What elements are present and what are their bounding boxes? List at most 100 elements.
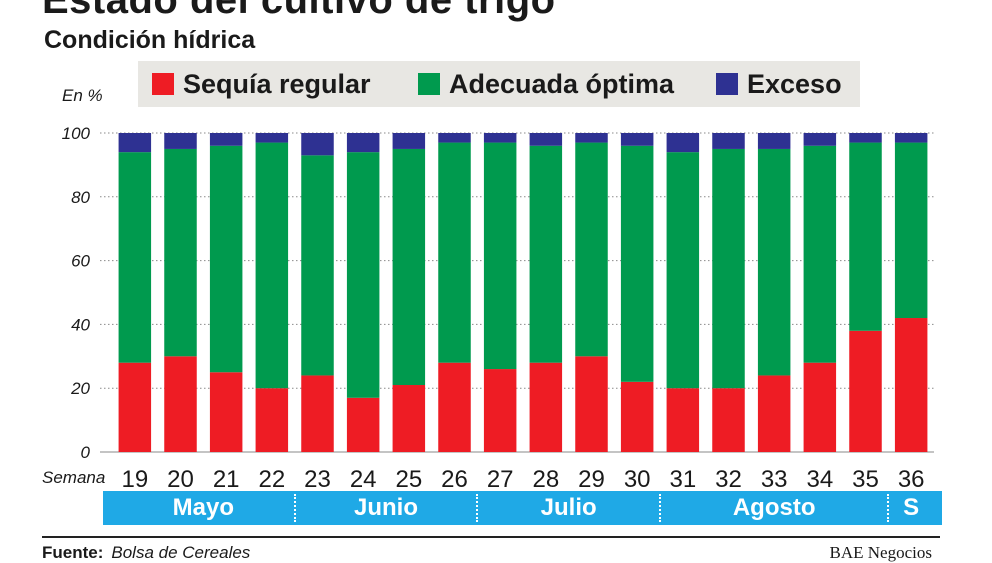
bar-sequia-week-21 — [209, 372, 243, 452]
source-line: Fuente: Bolsa de Cereales — [42, 543, 250, 563]
bar-stack-week-29 — [575, 133, 608, 452]
bar-exceso-week-36 — [894, 133, 928, 143]
bars — [118, 133, 928, 452]
x-tick-label-35: 35 — [852, 466, 879, 490]
bar-stack-week-26 — [438, 133, 471, 452]
bar-exceso-week-22 — [255, 133, 289, 143]
x-tick-label-26: 26 — [441, 466, 468, 490]
bar-sequia-week-25 — [392, 385, 426, 452]
legend-label-sequia: Sequía regular — [183, 68, 371, 99]
x-tick-label-36: 36 — [898, 466, 925, 490]
x-axis-prefix: Semana — [42, 468, 106, 487]
bar-stack-week-22 — [255, 133, 289, 452]
brand-logo-text: BAE Negocios — [829, 543, 932, 562]
bar-stack-week-30 — [620, 133, 654, 452]
bar-adecuada-week-23 — [301, 155, 334, 376]
bar-stack-week-19 — [118, 133, 152, 452]
bar-exceso-week-30 — [620, 133, 654, 146]
bar-sequia-week-33 — [757, 375, 791, 452]
y-axis-unit: En % — [62, 86, 103, 105]
bar-exceso-week-31 — [666, 133, 700, 153]
legend-item-sequia: Sequía regular — [152, 61, 371, 107]
bar-adecuada-week-30 — [620, 145, 654, 382]
bar-adecuada-week-27 — [483, 142, 517, 370]
y-tick-label-60: 60 — [71, 252, 90, 271]
bar-exceso-week-21 — [209, 133, 243, 146]
bar-stack-week-24 — [346, 133, 380, 452]
bar-adecuada-week-20 — [164, 148, 197, 357]
bar-sequia-week-29 — [575, 356, 608, 452]
legend-swatch-sequia — [152, 73, 174, 95]
y-tick-label-100: 100 — [62, 124, 91, 143]
x-axis-ticks: 19 20 21 22 23 24 25 26 27 28 29 30 31 32 33 34 35 36 — [121, 466, 924, 490]
x-tick-label-34: 34 — [806, 466, 833, 490]
y-axis-ticks: 0 20 40 60 80 100 — [62, 124, 91, 462]
bar-adecuada-week-36 — [894, 142, 928, 319]
bar-adecuada-week-31 — [666, 152, 700, 389]
bar-adecuada-week-21 — [209, 145, 243, 373]
bar-sequia-week-28 — [529, 362, 563, 452]
month-separator — [887, 494, 890, 522]
bar-sequia-week-30 — [620, 381, 654, 452]
stacked-bar-chart: 0 20 40 60 80 100 19 20 21 22 23 24 25 26 27 28 29 30 31 3… — [62, 124, 934, 490]
y-tick-label-80: 80 — [71, 188, 90, 207]
x-tick-label-33: 33 — [761, 466, 788, 490]
x-tick-label-22: 22 — [258, 466, 285, 490]
x-tick-label-30: 30 — [624, 466, 651, 490]
bar-stack-week-33 — [757, 133, 791, 452]
bar-adecuada-week-28 — [529, 145, 563, 363]
y-tick-label-40: 40 — [71, 315, 90, 334]
bar-sequia-week-19 — [118, 362, 152, 452]
bar-exceso-week-33 — [757, 133, 791, 149]
bar-stack-week-27 — [483, 133, 517, 452]
source-label: Fuente: — [42, 543, 104, 562]
x-tick-label-19: 19 — [121, 466, 148, 490]
chart-title: Estado del cultivo de trigo — [42, 0, 556, 22]
chart-subtitle: Condición hídrica — [44, 26, 256, 54]
x-tick-label-28: 28 — [532, 466, 559, 490]
bar-sequia-week-31 — [666, 388, 700, 452]
legend-item-adecuada: Adecuada óptima — [418, 61, 674, 107]
bar-stack-week-21 — [209, 133, 243, 452]
bar-adecuada-week-35 — [849, 142, 882, 331]
x-tick-label-25: 25 — [395, 466, 422, 490]
bar-stack-week-31 — [666, 133, 700, 452]
bar-stack-week-34 — [803, 133, 837, 452]
legend: Sequía regular Adecuada óptima Exceso — [138, 61, 860, 107]
month-label-junio: Junio — [354, 494, 418, 521]
bar-adecuada-week-33 — [757, 148, 791, 376]
legend-item-exceso: Exceso — [716, 61, 842, 107]
month-label-s: S — [903, 494, 920, 521]
bar-sequia-week-27 — [483, 369, 517, 452]
bar-adecuada-week-25 — [392, 148, 426, 386]
bar-exceso-week-25 — [392, 133, 426, 149]
x-tick-label-21: 21 — [213, 466, 240, 490]
x-tick-label-20: 20 — [167, 466, 194, 490]
month-label-mayo: Mayo — [172, 494, 234, 521]
bar-sequia-week-23 — [301, 375, 334, 452]
bar-sequia-week-24 — [346, 397, 380, 452]
x-tick-label-27: 27 — [487, 466, 514, 490]
x-tick-label-24: 24 — [350, 466, 377, 490]
month-separator — [659, 494, 661, 522]
bar-adecuada-week-29 — [575, 142, 608, 357]
bar-stack-week-23 — [301, 133, 334, 452]
legend-swatch-exceso — [716, 73, 738, 95]
bar-sequia-week-35 — [849, 330, 882, 452]
legend-label-adecuada: Adecuada óptima — [449, 68, 675, 99]
bar-stack-week-28 — [529, 133, 563, 452]
bar-exceso-week-23 — [301, 133, 334, 156]
bar-adecuada-week-26 — [438, 142, 471, 363]
bar-exceso-week-32 — [712, 133, 745, 149]
bar-exceso-week-34 — [803, 133, 837, 146]
bar-adecuada-week-24 — [346, 152, 380, 398]
bar-sequia-week-20 — [164, 356, 197, 452]
bar-exceso-week-27 — [483, 133, 517, 143]
bar-stack-week-20 — [164, 133, 197, 452]
bar-exceso-week-19 — [118, 133, 152, 153]
bar-sequia-week-22 — [255, 388, 289, 452]
legend-label-exceso: Exceso — [747, 68, 842, 99]
bar-exceso-week-29 — [575, 133, 608, 143]
bar-exceso-week-26 — [438, 133, 471, 143]
bar-adecuada-week-34 — [803, 145, 837, 363]
